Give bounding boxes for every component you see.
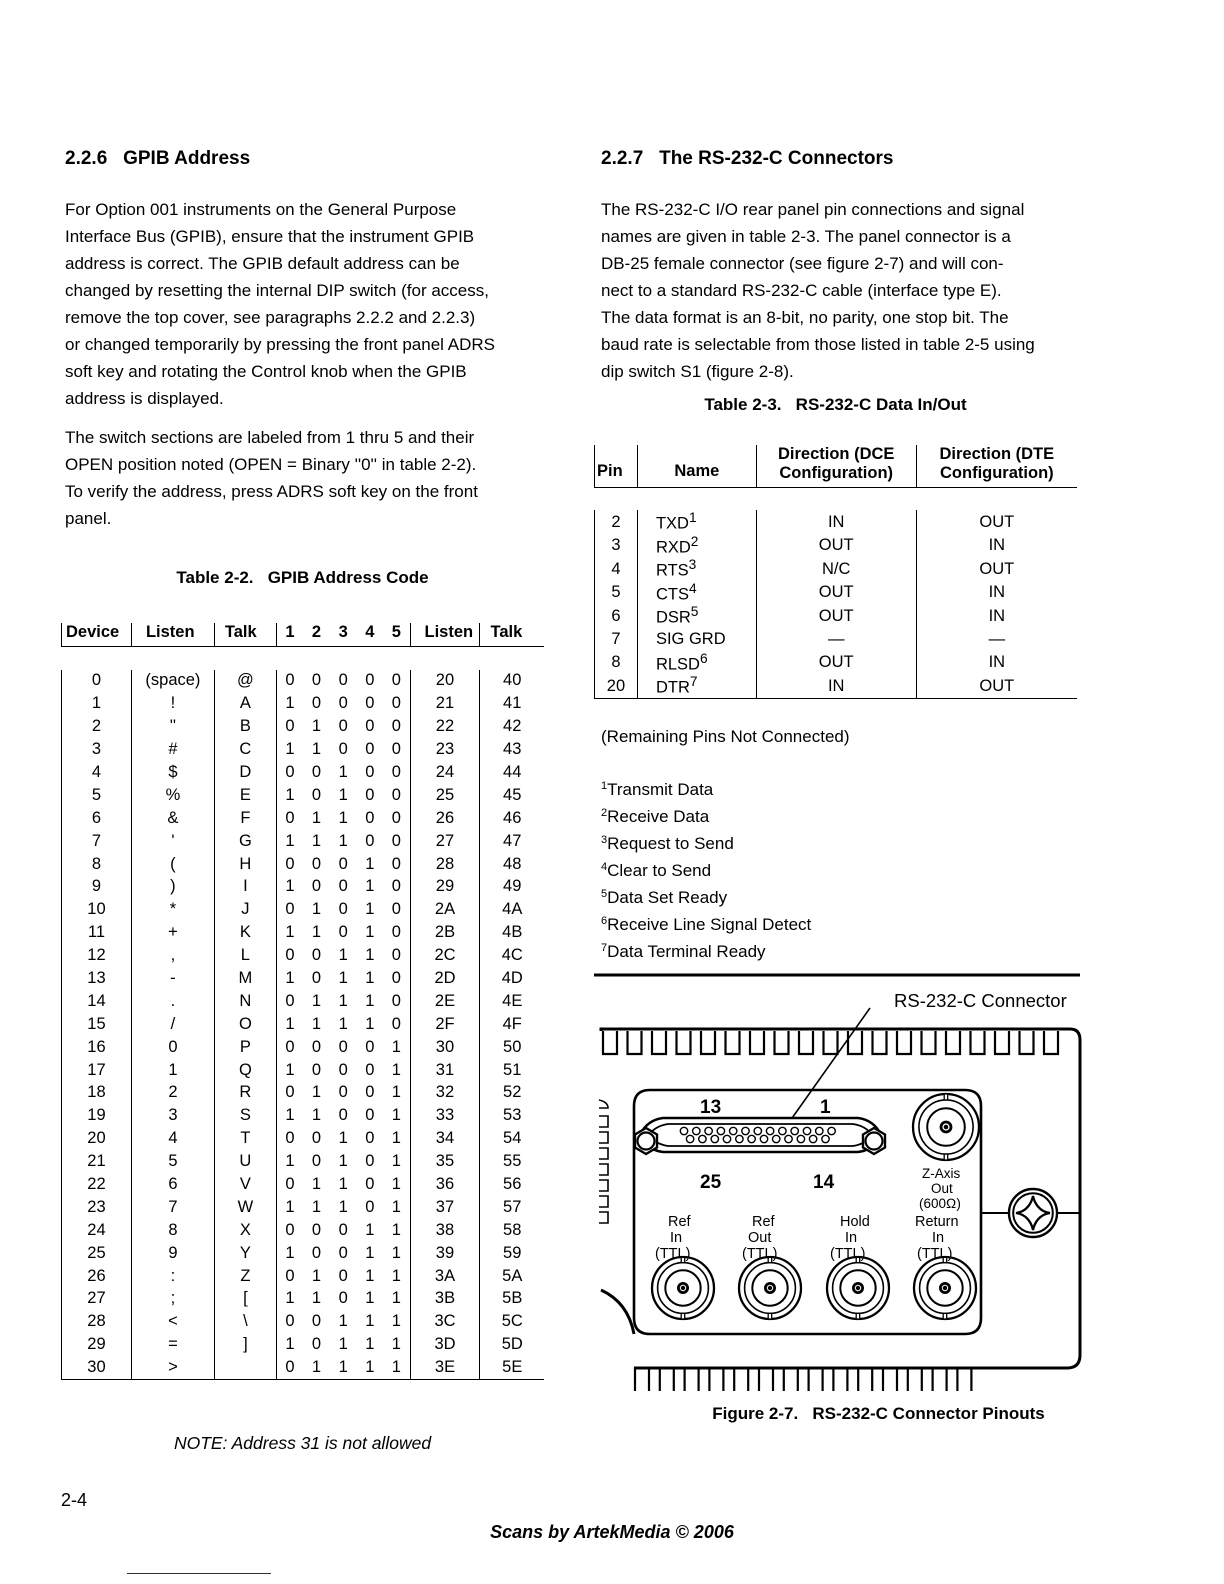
svg-text:Out: Out [931, 1181, 953, 1196]
svg-text:In: In [670, 1230, 682, 1246]
svg-text:13: 13 [700, 1097, 721, 1118]
svg-text:Out: Out [748, 1230, 771, 1246]
svg-text:In: In [845, 1230, 857, 1246]
svg-text:Return: Return [915, 1214, 959, 1230]
svg-text:14: 14 [813, 1172, 835, 1193]
svg-text:Ref: Ref [668, 1214, 692, 1230]
svg-text:Ref: Ref [752, 1214, 776, 1230]
svg-text:(TTL): (TTL) [655, 1246, 690, 1262]
svg-text:(TTL): (TTL) [917, 1246, 952, 1262]
svg-text:25: 25 [700, 1172, 722, 1193]
svg-text:(TTL): (TTL) [742, 1246, 777, 1262]
svg-text:Z-Axis: Z-Axis [922, 1166, 960, 1181]
svg-text:(600Ω): (600Ω) [919, 1196, 961, 1211]
svg-text:1: 1 [820, 1097, 831, 1118]
svg-text:(TTL): (TTL) [830, 1246, 865, 1262]
svg-text:Hold: Hold [840, 1214, 870, 1230]
svg-text:In: In [932, 1230, 944, 1246]
